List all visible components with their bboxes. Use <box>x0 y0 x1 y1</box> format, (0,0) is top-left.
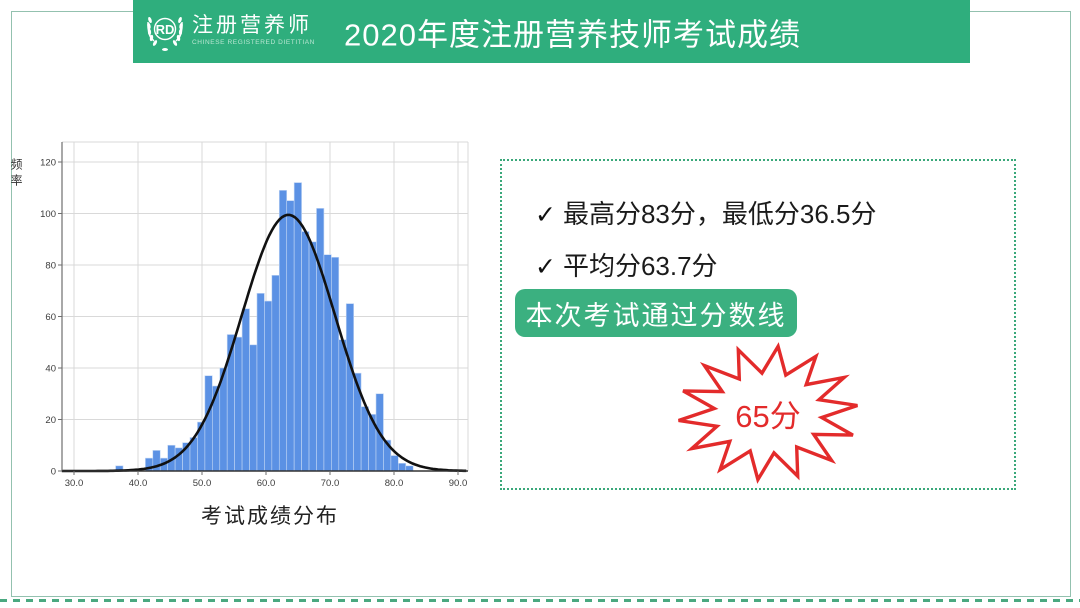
y-axis-label: 频率 <box>9 158 23 190</box>
y-tick-label: 20 <box>45 415 56 426</box>
logo-name-en: CHINESE REGISTERED DIETITIAN <box>192 38 315 46</box>
page-title: 2020年度注册营养技师考试成绩 <box>344 17 801 52</box>
average-score-text: 平均分63.7分 <box>562 251 718 281</box>
histogram-bar <box>360 406 369 472</box>
histogram-bar <box>286 200 295 472</box>
logo-name-cn: 注册营养师 <box>192 13 312 37</box>
results-summary-panel: ✓ 最高分83分，最低分36.5分 ✓ 平均分63.7分 本次考试通过分数线 65分 <box>500 159 1016 490</box>
histogram-bar <box>398 462 407 472</box>
x-tick-label: 60.0 <box>257 478 276 489</box>
histogram-bar <box>249 344 258 472</box>
x-tick-label: 50.0 <box>193 478 212 489</box>
bottom-dashed-divider <box>0 599 1080 602</box>
histogram-bar <box>264 300 273 472</box>
histogram-bar <box>204 375 213 472</box>
histogram-bar <box>345 303 354 472</box>
checkmark-icon: ✓ <box>535 253 556 281</box>
pass-score-text: 65分 <box>735 399 800 434</box>
histogram-svg: 0 20 40 60 80 100 120 30.0 40.0 50.0 60.0 70.0 80.0 9… <box>40 141 469 489</box>
x-tick-label: 40.0 <box>129 478 148 489</box>
starburst-shape <box>678 342 858 484</box>
pass-score-starburst: 65分 <box>670 341 866 493</box>
histogram-bar <box>301 231 310 472</box>
max-min-score-line: ✓ 最高分83分，最低分36.5分 <box>535 194 876 231</box>
histogram-bar <box>278 190 288 472</box>
histogram-bar <box>293 182 302 472</box>
checkmark-icon: ✓ <box>535 201 556 229</box>
x-tick-label: 90.0 <box>449 478 468 489</box>
histogram-bar <box>316 208 325 472</box>
logo-rd-text: RD <box>156 22 175 37</box>
histogram-bar <box>234 336 243 472</box>
y-tick-label: 60 <box>45 312 56 323</box>
logo: RD 注册营养师 CHINESE REGISTERED DIETITIAN <box>144 7 315 53</box>
histogram-bar <box>331 256 340 472</box>
average-score-line: ✓ 平均分63.7分 <box>535 246 718 283</box>
y-tick-label: 0 <box>51 466 56 477</box>
max-min-score-text: 最高分83分，最低分36.5分 <box>562 199 877 229</box>
y-tick-label: 100 <box>40 209 56 220</box>
histogram-bar <box>256 293 265 472</box>
x-tick-label: 30.0 <box>65 478 84 489</box>
y-tick-label: 80 <box>45 260 56 271</box>
histogram-bar <box>241 308 250 472</box>
rd-wreath-icon: RD <box>147 16 183 51</box>
header-band: RD 注册营养师 CHINESE REGISTERED DIETITIAN 20… <box>133 0 970 63</box>
histogram-bar <box>338 339 347 472</box>
histogram-bar <box>308 241 317 472</box>
score-histogram-chart: 0 20 40 60 80 100 120 30.0 40.0 50.0 60.0 70.0 80.0 9… <box>20 128 480 500</box>
x-tick-label: 80.0 <box>385 478 404 489</box>
histogram-bar <box>271 275 280 472</box>
pass-line-button[interactable]: 本次考试通过分数线 <box>515 289 797 337</box>
x-tick-label: 70.0 <box>321 478 340 489</box>
chart-caption: 考试成绩分布 <box>201 505 339 528</box>
y-tick-label: 120 <box>40 157 56 168</box>
y-tick-label: 40 <box>45 363 56 374</box>
histogram-bar <box>390 455 399 472</box>
